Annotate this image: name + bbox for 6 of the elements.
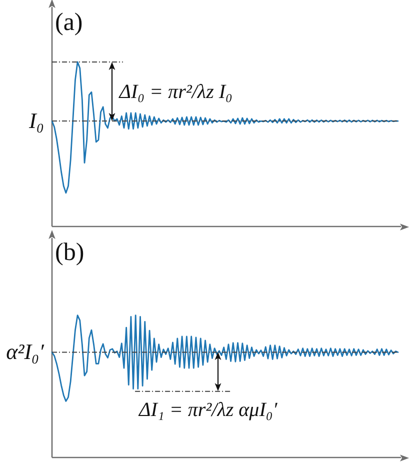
ref-line-label: I₀ xyxy=(29,108,44,134)
annotation: ΔI₁ = πr²/λz αμI₀′ xyxy=(139,399,278,422)
ref-line-label: α²I₀′ xyxy=(6,339,44,364)
chart-title: (b) xyxy=(55,239,84,266)
annotation: ΔI₀ = πr²/λz I₀ xyxy=(119,80,232,103)
chart-title: (a) xyxy=(55,9,83,36)
